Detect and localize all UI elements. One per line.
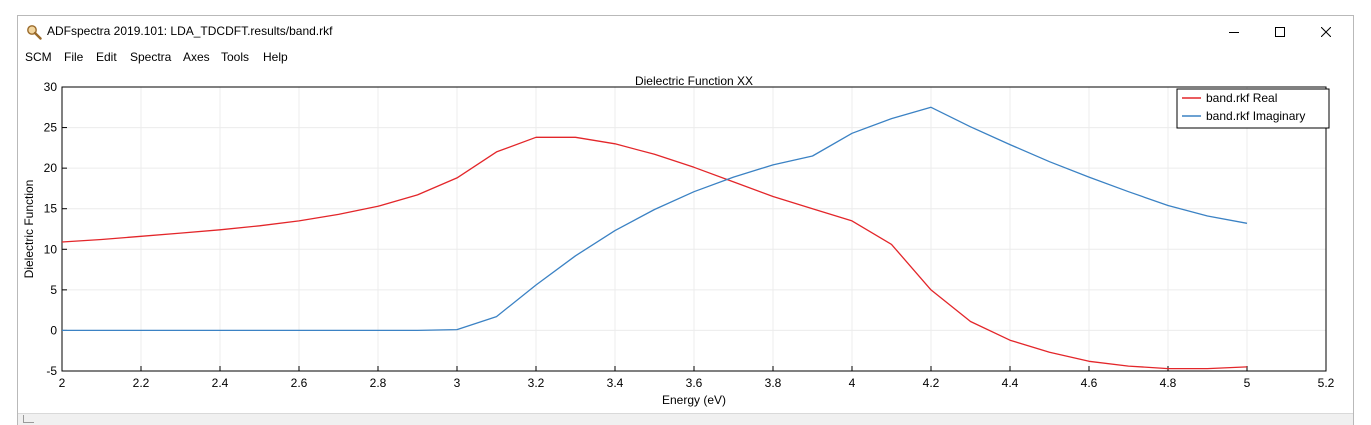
title-bar[interactable]: ADFspectra 2019.101: LDA_TDCDFT.results/… [18, 16, 1353, 47]
status-bar [18, 413, 1353, 425]
y-tick-label: 10 [44, 242, 58, 256]
window-title: ADFspectra 2019.101: LDA_TDCDFT.results/… [47, 24, 333, 38]
x-tick-label: 3.2 [528, 376, 545, 390]
x-tick-label: 2.6 [291, 376, 308, 390]
minimize-button[interactable] [1211, 16, 1257, 47]
x-axis: 2 2.2 2.4 2.6 2.8 3 3.2 3.4 3.6 3.8 4 4.2 4.4 4.6 4.8 5… [59, 366, 1335, 390]
x-tick-label: 5.2 [1318, 376, 1335, 390]
menu-help[interactable]: Help [263, 50, 288, 64]
x-tick-label: 3.6 [686, 376, 703, 390]
resize-grip[interactable] [23, 415, 34, 423]
grid-lines [61, 86, 1327, 372]
y-tick-label: 15 [44, 202, 58, 216]
series-line-real [61, 136, 1248, 370]
y-tick-label: 5 [50, 283, 57, 297]
y-axis-label: Dielectric Function [22, 180, 36, 279]
menu-edit[interactable]: Edit [96, 50, 117, 64]
x-tick-label: 4.2 [923, 376, 940, 390]
menu-axes[interactable]: Axes [183, 50, 210, 64]
x-axis-label: Energy (eV) [662, 393, 726, 407]
legend-label: band.rkf Real [1206, 91, 1277, 105]
menu-spectra[interactable]: Spectra [130, 50, 172, 64]
x-tick-label: 4.4 [1002, 376, 1019, 390]
x-tick-label: 3 [454, 376, 461, 390]
close-icon [1321, 26, 1331, 37]
x-tick-label: 2.2 [133, 376, 150, 390]
menu-file[interactable]: File [64, 50, 84, 64]
maximize-icon [1275, 26, 1285, 37]
x-tick-label: 2.4 [212, 376, 229, 390]
legend[interactable]: band.rkf Real band.rkf Imaginary [1176, 88, 1330, 129]
minimize-icon [1229, 27, 1239, 37]
menu-scm[interactable]: SCM [25, 50, 52, 64]
legend-label: band.rkf Imaginary [1206, 109, 1305, 123]
y-tick-label: -5 [46, 364, 57, 378]
x-tick-label: 4.6 [1081, 376, 1098, 390]
series-line-imaginary [62, 106, 1248, 332]
x-tick-label: 4 [849, 376, 856, 390]
y-axis: -5 0 5 10 15 20 25 30 [44, 80, 67, 378]
series-lines [61, 106, 1248, 370]
close-button[interactable] [1303, 16, 1349, 47]
y-tick-label: 0 [50, 323, 57, 337]
y-tick-label: 30 [44, 80, 58, 94]
menu-bar: SCM File Edit Spectra Axes Tools Help [18, 47, 1353, 69]
x-tick-label: 3.4 [607, 376, 624, 390]
y-tick-label: 20 [44, 161, 58, 175]
x-tick-label: 5 [1244, 376, 1251, 390]
x-tick-label: 2.8 [370, 376, 387, 390]
menu-tools[interactable]: Tools [221, 50, 250, 64]
magnifier-icon [26, 24, 42, 40]
x-tick-label: 3.8 [765, 376, 782, 390]
maximize-button[interactable] [1257, 16, 1303, 47]
legend-box [1176, 88, 1330, 129]
app-window: ADFspectra 2019.101: LDA_TDCDFT.results/… [17, 15, 1354, 425]
x-tick-label: 2 [59, 376, 66, 390]
y-tick-label: 25 [44, 121, 58, 135]
chart-title: Dielectric Function XX [635, 74, 753, 88]
x-tick-label: 4.8 [1160, 376, 1177, 390]
